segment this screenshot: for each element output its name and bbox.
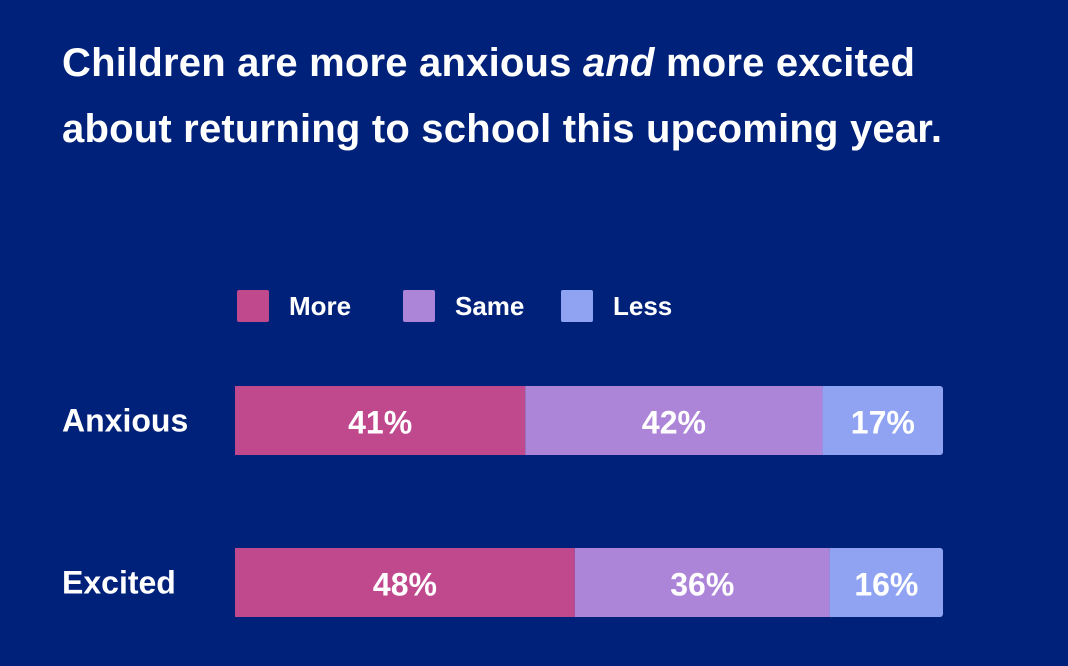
bar-edge-anxious-less	[822, 386, 829, 455]
legend-label-same: Same	[455, 291, 524, 321]
title-part-2: more excited about returning to school t…	[62, 41, 943, 151]
legend-swatch-more	[237, 290, 269, 322]
legend-swatch-same	[403, 290, 435, 322]
legend-label-less: Less	[613, 291, 672, 321]
category-label-anxious: Anxious	[62, 403, 188, 439]
bar-edge-excited-less	[829, 548, 836, 617]
legend-label-more: More	[289, 291, 351, 321]
bar-excited-more	[235, 548, 575, 617]
category-label-excited: Excited	[62, 565, 176, 601]
title-part-1: Children are more anxious	[62, 41, 583, 85]
bar-anxious-more	[235, 386, 526, 455]
bar-excited-same	[574, 548, 830, 617]
data-label-excited-more: 48%	[373, 567, 437, 603]
bars: Anxious 41% 42% 17% Excited 48% 36% 16%	[62, 386, 943, 617]
title-emphasis: and	[582, 41, 655, 85]
legend-swatch-less	[561, 290, 593, 322]
legend: More Same Less	[237, 290, 672, 322]
bar-anxious-less	[822, 386, 943, 455]
bar-excited-less	[829, 548, 943, 617]
chart-title: Children are more anxious and more excit…	[62, 30, 962, 162]
data-label-anxious-less: 17%	[851, 405, 915, 441]
data-label-excited-less: 16%	[854, 567, 918, 603]
bar-anxious-same	[525, 386, 823, 455]
data-label-anxious-same: 42%	[642, 405, 706, 441]
data-label-anxious-more: 41%	[348, 405, 412, 441]
data-label-excited-same: 36%	[670, 567, 734, 603]
